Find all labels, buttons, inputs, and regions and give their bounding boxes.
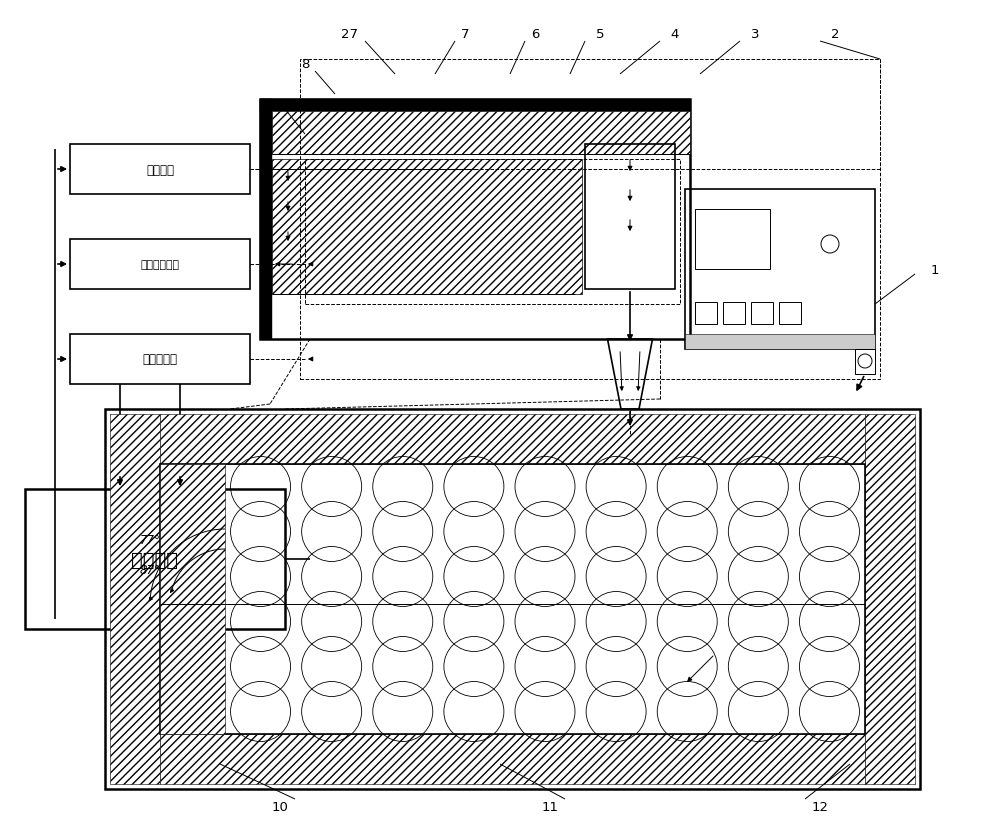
Bar [260, 100, 690, 112]
Text: 9: 9 [271, 98, 279, 111]
Bar [865, 414, 915, 784]
Bar [272, 160, 582, 295]
Text: 1: 1 [931, 263, 939, 276]
Bar [695, 303, 717, 324]
Bar [779, 303, 801, 324]
Text: 7: 7 [461, 29, 469, 42]
Bar [105, 410, 920, 789]
Text: 12: 12 [812, 800, 828, 813]
Text: 线激光扫描: 线激光扫描 [143, 353, 178, 366]
Bar [685, 335, 875, 350]
Bar [260, 100, 272, 340]
Text: 10: 10 [272, 800, 288, 813]
Bar [160, 464, 865, 734]
Text: 3: 3 [751, 29, 759, 42]
Bar [110, 414, 160, 784]
Text: 27: 27 [342, 29, 358, 42]
Text: 5: 5 [596, 29, 604, 42]
Bar [160, 464, 225, 734]
Bar [300, 60, 880, 379]
Bar [70, 335, 250, 385]
Text: 8: 8 [301, 58, 309, 71]
Bar [70, 145, 250, 195]
Text: 11: 11 [542, 800, 558, 813]
Text: 反馈信号: 反馈信号 [146, 163, 174, 176]
Bar [305, 160, 680, 305]
Bar [25, 490, 285, 629]
Bar [585, 145, 675, 290]
Text: 热通量传感器: 热通量传感器 [140, 260, 180, 269]
Bar [160, 734, 865, 784]
Text: 77°: 77° [140, 533, 161, 545]
Bar [695, 210, 770, 269]
Bar [855, 350, 875, 374]
Text: 87°: 87° [140, 563, 161, 576]
Bar [70, 240, 250, 290]
Text: 4: 4 [671, 29, 679, 42]
Bar [160, 414, 865, 464]
Bar [260, 100, 690, 340]
Bar [723, 303, 745, 324]
Bar [751, 303, 773, 324]
Text: 控制系统: 控制系统 [132, 550, 178, 569]
Text: 6: 6 [531, 29, 539, 42]
Text: 2: 2 [831, 29, 839, 42]
Bar [685, 190, 875, 350]
Bar [272, 112, 690, 155]
